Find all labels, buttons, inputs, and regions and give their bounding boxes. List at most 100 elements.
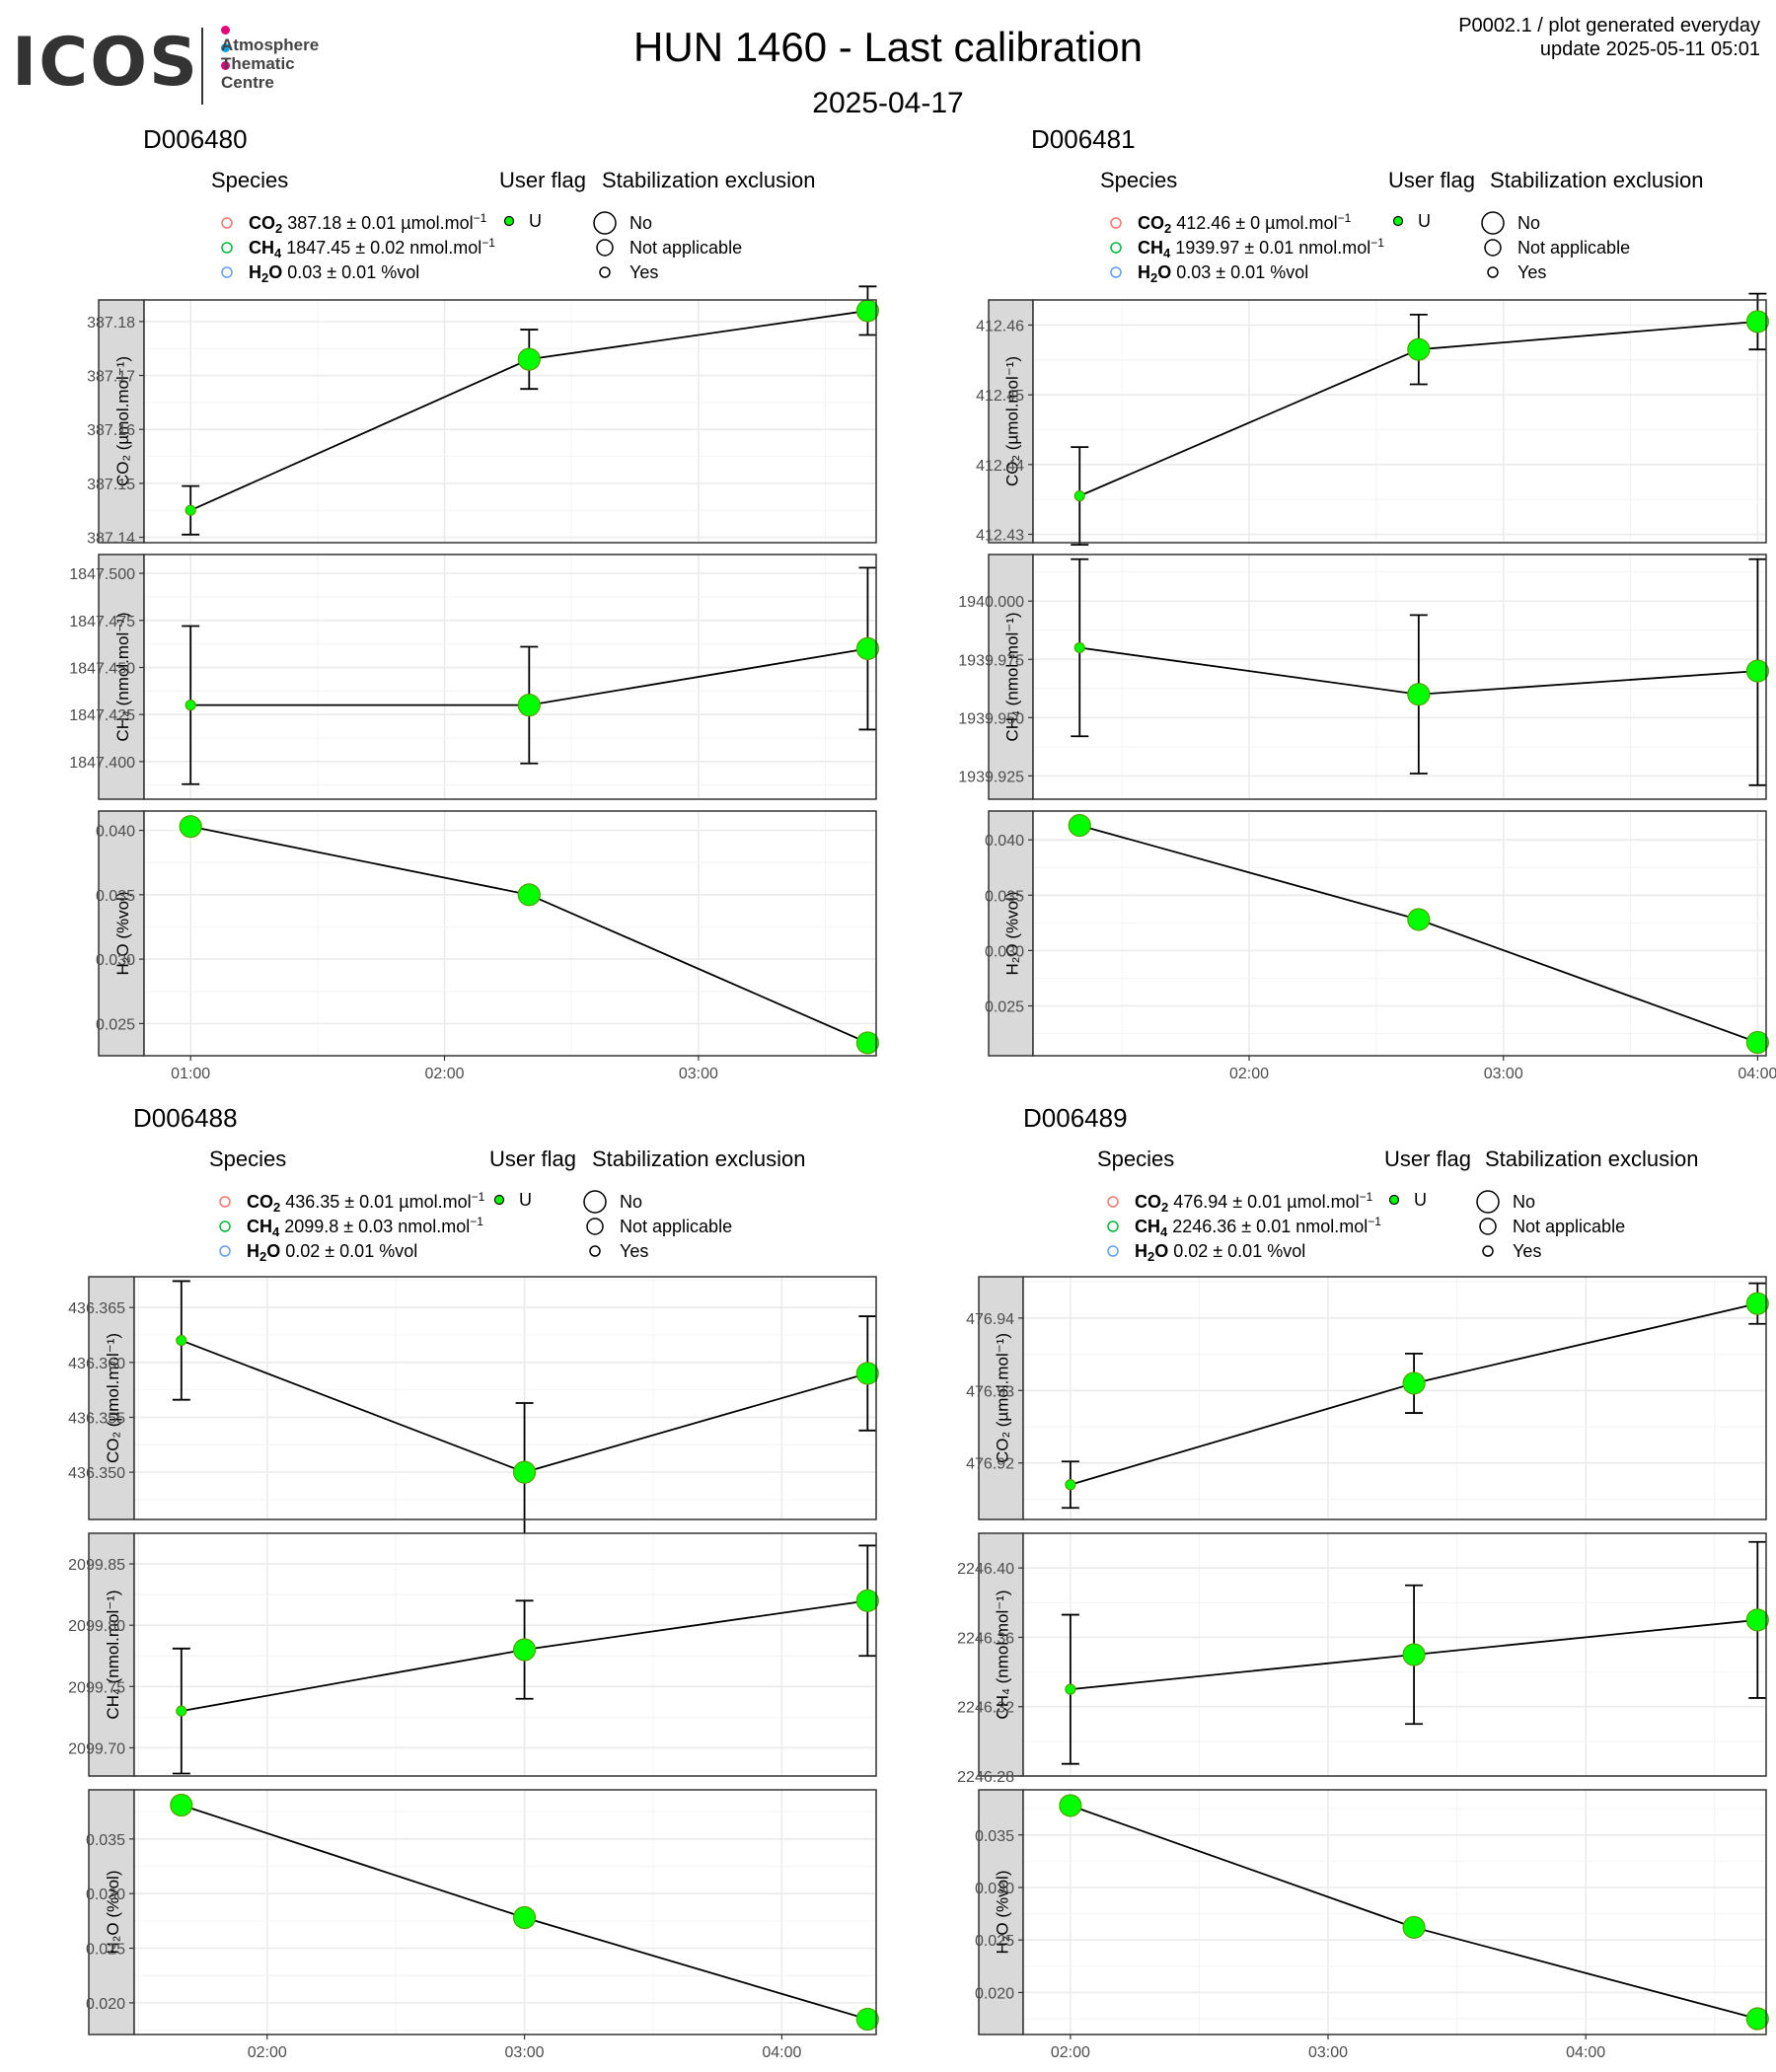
panel-ylabel: CO₂ (µmol.mol⁻¹) [113, 356, 132, 486]
data-point [1402, 1915, 1426, 1940]
logo-subtitle: Atmosphere Thematic Centre [221, 36, 320, 92]
legend-userflag-key [1388, 1194, 1400, 1206]
legend-species-key [221, 217, 233, 229]
panel-strip [98, 299, 145, 544]
panel-3: H₂O (%vol) 0.025 0.030 0.035 0.040 [985, 810, 1770, 1057]
y-tick-label: 2099.85 [68, 1557, 125, 1574]
data-point [176, 1705, 187, 1717]
legend-species-key [1110, 217, 1122, 229]
data-point [176, 1334, 187, 1347]
logo-dot [221, 43, 230, 52]
legend-userflag-title: User flag [489, 1147, 576, 1171]
panel-strip [988, 810, 1034, 1057]
y-tick-label: 387.16 [87, 422, 135, 439]
data-point [1059, 1794, 1082, 1817]
chart-D006488: D006488 Species CO2 436.35 ± 0.01 µmol.mol… [68, 1103, 879, 2061]
panel-1: CO₂ (µmol.mol⁻¹)476.92 476.93 476.94 [966, 1276, 1769, 1520]
y-tick-label: 476.94 [966, 1311, 1014, 1328]
legend-stabilization-key [1487, 266, 1499, 278]
logo-dot [221, 26, 230, 35]
panel-3: H₂O (%vol) 0.020 0.025 0.030 0.035 [975, 1789, 1769, 2035]
chart-D006489: D006489 Species CO2 476.94 ± 0.01 µmol.mol… [957, 1103, 1769, 2061]
legend-species-key [219, 1196, 231, 1208]
data-point [185, 700, 196, 711]
legend-stabilization-key [599, 266, 611, 278]
legend-species-label: CH4 1939.97 ± 0.01 nmol.mol−1 [1138, 236, 1384, 260]
legend-stabilization-label: No [629, 213, 652, 233]
logo-dots [221, 22, 233, 75]
panel-border [1032, 299, 1767, 544]
page-subtitle: 2025-04-17 [812, 87, 964, 119]
plot-area [1023, 1277, 1766, 1519]
data-point [855, 1031, 880, 1055]
panel-border [1022, 1276, 1767, 1520]
legend-userflag-key [503, 215, 515, 227]
y-tick-label: 412.43 [976, 528, 1024, 545]
y-tick-label: 0.030 [96, 952, 135, 969]
legend-stabilization-key [589, 1245, 601, 1257]
panel-ylabel: CH₄ (nmol.mol⁻¹) [1003, 612, 1022, 741]
data-point [512, 1460, 537, 1484]
y-tick-label: 412.44 [976, 458, 1024, 475]
panel-strip [88, 1789, 135, 2035]
y-tick-label: 436.350 [68, 1465, 125, 1482]
panel-ylabel: H₂O (%vol) [994, 1871, 1012, 1955]
panel-ylabel: H₂O (%vol) [113, 892, 132, 976]
y-tick-label: 2246.32 [957, 1700, 1014, 1717]
y-tick-label: 0.040 [985, 833, 1024, 850]
panel-border [143, 554, 877, 800]
data-point [1745, 2007, 1769, 2031]
y-tick-label: 0.030 [975, 1881, 1014, 1897]
panel-2: CH₄ (nmol.mol⁻¹) 1939.925 1939.950 1939.975… [958, 554, 1770, 800]
y-tick-label: 2099.75 [68, 1679, 125, 1696]
legend-species-label: CO2 436.35 ± 0.01 µmol.mol−1 [247, 1190, 485, 1215]
y-tick-label: 1939.950 [958, 710, 1024, 727]
legend-species-title: Species [211, 168, 288, 192]
panel-ylabel: CO₂ (µmol.mol⁻¹) [994, 1333, 1012, 1463]
legend-stabilization-title: Stabilization exclusion [602, 168, 815, 192]
panel-1: CO₂ (µmol.mol⁻¹) 412.43 412.44 412.45 412.46 [976, 292, 1770, 547]
legend-species-title: Species [209, 1147, 286, 1171]
data-point [1068, 813, 1091, 838]
legend-stabilization-label: Not applicable [1517, 238, 1630, 258]
panel-border [133, 1532, 877, 1777]
legend-stabilization-key [1479, 1218, 1497, 1235]
y-tick-label: 387.15 [87, 477, 135, 493]
data-point [517, 883, 541, 907]
data-point [1407, 683, 1431, 706]
data-point [517, 694, 541, 717]
plot-area [1023, 1790, 1766, 2035]
cylinder-title: D006488 [133, 1103, 238, 1133]
legend-stabilization-label: No [620, 1192, 642, 1212]
x-tick-label: 03:00 [1484, 1066, 1523, 1082]
panel-strip [978, 1532, 1024, 1777]
panel-strip [988, 299, 1034, 544]
y-tick-label: 436.355 [68, 1410, 125, 1427]
plot-area [144, 555, 876, 799]
plot-area [1033, 811, 1766, 1056]
panel-strip [88, 1276, 135, 1520]
generation-info: P0002.1 / plot generated everyday update… [1458, 14, 1760, 61]
legend-species-label: H2O 0.03 ± 0.01 %vol [1138, 262, 1308, 285]
logo-divider [201, 28, 203, 105]
data-point [179, 815, 202, 839]
panel-strip [98, 554, 145, 800]
x-tick-label: 04:00 [762, 2044, 801, 2061]
panel-border [133, 1276, 877, 1520]
legend-species-key [1110, 242, 1122, 254]
legend-stabilization-key [586, 1218, 604, 1235]
y-tick-label: 1939.975 [958, 652, 1024, 669]
y-tick-label: 412.46 [976, 318, 1024, 334]
data-point [170, 1793, 193, 1817]
legend-species-key [221, 266, 233, 278]
y-tick-label: 0.030 [86, 1887, 125, 1903]
y-tick-label: 387.17 [87, 369, 135, 386]
legend-species-title: Species [1097, 1147, 1174, 1171]
panel-3: H₂O (%vol) 0.020 0.025 0.030 0.035 [86, 1789, 879, 2035]
data-point [855, 299, 880, 323]
legend-species-key [1107, 1221, 1119, 1232]
panel-border [1022, 1789, 1767, 2035]
panel-1: CO₂ (µmol.mol⁻¹) 436.350 436.355 436.360 436… [68, 1276, 879, 1543]
data-point [185, 504, 196, 516]
y-tick-label: 0.020 [975, 1985, 1014, 2002]
